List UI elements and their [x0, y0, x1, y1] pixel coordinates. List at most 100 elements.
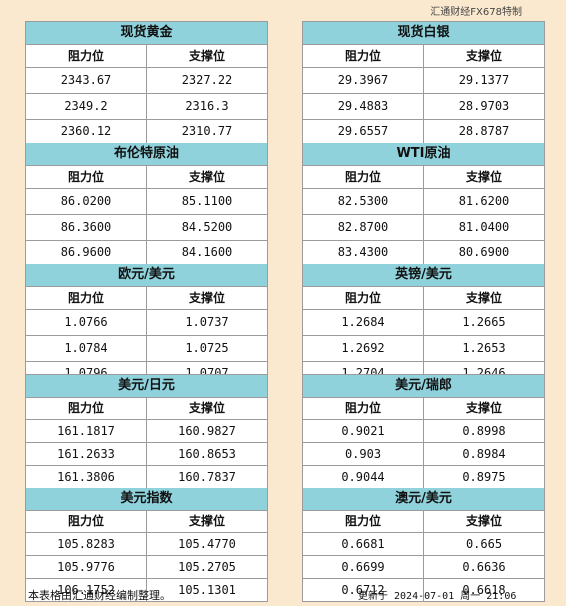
block-title: 现货白银 [303, 22, 544, 45]
watermark: 汇通财经FX678特制 [430, 7, 522, 18]
support-value: 105.4770 [146, 533, 267, 555]
quote-block: 欧元/美元 阻力位 支撑位 1.0766 1.0737 1.0784 1.0725 1.079… [26, 264, 267, 385]
header-row: 阻力位 支撑位 [26, 511, 267, 533]
quote-block: 英镑/美元 阻力位 支撑位 1.2684 1.2665 1.2692 1.2653 1.270… [303, 264, 544, 385]
resistance-value: 0.903 [344, 447, 382, 461]
support-value: 0.6618 [423, 579, 544, 601]
support-value: 84.5200 [146, 215, 267, 240]
support-header: 支撑位 [423, 166, 544, 188]
resistance-value: 29.3967 [337, 73, 389, 87]
resistance-value: 1.2684 [341, 315, 385, 329]
table-row: 83.4300 80.6900 [303, 241, 544, 264]
table-row: 0.9044 0.8975 [303, 466, 544, 488]
support-value: 81.6200 [423, 189, 544, 214]
header-row: 阻力位 支撑位 [26, 398, 267, 420]
support-value: 160.9827 [146, 420, 267, 442]
table-row: 86.0200 85.1100 [26, 189, 267, 215]
resistance-value: 2360.12 [60, 124, 112, 138]
quote-block: 布伦特原油 阻力位 支撑位 86.0200 85.1100 86.3600 84.5200 8… [26, 143, 267, 264]
table-row: 1.0766 1.0737 [26, 310, 267, 336]
support-value: 2327.22 [146, 68, 267, 93]
right-panel-top: 现货白银 阻力位 支撑位 29.3967 29.1377 29.4883 28.9703 29… [302, 21, 545, 386]
resistance-value: 105.8283 [57, 537, 115, 551]
table-row: 161.2633 160.8653 [26, 443, 267, 466]
left-panel-top: 现货黄金 阻力位 支撑位 2343.67 2327.22 2349.2 2316.3 2360… [25, 21, 268, 386]
support-value: 2316.3 [146, 94, 267, 119]
table-row: 82.8700 81.0400 [303, 215, 544, 241]
support-value: 80.6900 [423, 241, 544, 264]
support-value: 81.0400 [423, 215, 544, 240]
resistance-header: 阻力位 [344, 514, 381, 528]
table-row: 161.3806 160.7837 [26, 466, 267, 488]
table-row: 106.1752 105.1301 [26, 579, 267, 601]
table-row: 2343.67 2327.22 [26, 68, 267, 94]
support-value: 0.8975 [423, 466, 544, 488]
support-value: 0.665 [423, 533, 544, 555]
support-value: 1.0725 [146, 336, 267, 361]
resistance-value: 161.3806 [57, 470, 115, 484]
resistance-value: 2343.67 [60, 73, 112, 87]
table-row: 29.4883 28.9703 [303, 94, 544, 120]
update-timestamp: 更新于 2024-07-01 周一 21:06 [358, 591, 517, 602]
table-row: 29.3967 29.1377 [303, 68, 544, 94]
header-row: 阻力位 支撑位 [303, 511, 544, 533]
support-value: 0.8998 [423, 420, 544, 442]
quote-block: 美元指数 阻力位 支撑位 105.8283 105.4770 105.9776 105.27… [26, 488, 267, 601]
quote-block: 美元/日元 阻力位 支撑位 161.1817 160.9827 161.2633 160.8… [26, 375, 267, 488]
resistance-value: 86.9600 [60, 245, 112, 259]
header-row: 阻力位 支撑位 [303, 398, 544, 420]
resistance-value: 82.5300 [337, 194, 389, 208]
support-value: 28.9703 [423, 94, 544, 119]
header-row: 阻力位 支撑位 [303, 287, 544, 310]
footer-note: 本表格由汇通财经编制整理。 [28, 589, 171, 602]
resistance-value: 105.9776 [57, 560, 115, 574]
resistance-value: 1.2692 [341, 341, 385, 355]
table-row: 0.9021 0.8998 [303, 420, 544, 443]
support-header: 支撑位 [423, 45, 544, 67]
resistance-value: 86.3600 [60, 220, 112, 234]
right-panel-bottom: 美元/瑞郎 阻力位 支撑位 0.9021 0.8998 0.903 0.8984 0.9044… [302, 374, 545, 602]
resistance-value: 86.0200 [60, 194, 112, 208]
table-row: 1.0784 1.0725 [26, 336, 267, 362]
support-header: 支撑位 [423, 398, 544, 419]
table-row: 1.2692 1.2653 [303, 336, 544, 362]
resistance-header: 阻力位 [67, 170, 104, 184]
resistance-value: 83.4300 [337, 245, 389, 259]
quote-block: 现货黄金 阻力位 支撑位 2343.67 2327.22 2349.2 2316.3 2360… [26, 22, 267, 143]
support-value: 105.2705 [146, 556, 267, 578]
block-title: 美元指数 [26, 488, 267, 511]
resistance-value: 1.0784 [64, 341, 108, 355]
resistance-header: 阻力位 [67, 514, 104, 528]
resistance-value: 0.9044 [341, 470, 385, 484]
resistance-value: 82.8700 [337, 220, 389, 234]
resistance-header: 阻力位 [67, 291, 104, 305]
support-header: 支撑位 [146, 45, 267, 67]
header-row: 阻力位 支撑位 [303, 45, 544, 68]
block-title: 现货黄金 [26, 22, 267, 45]
resistance-value: 29.6557 [337, 124, 389, 138]
quote-block: 美元/瑞郎 阻力位 支撑位 0.9021 0.8998 0.903 0.8984 0.9044… [303, 375, 544, 488]
support-header: 支撑位 [146, 287, 267, 309]
block-title: 美元/日元 [26, 375, 267, 398]
resistance-header: 阻力位 [344, 170, 381, 184]
table-row: 0.903 0.8984 [303, 443, 544, 466]
quote-block: 澳元/美元 阻力位 支撑位 0.6681 0.665 0.6699 0.6636 0.6712… [303, 488, 544, 601]
support-value: 28.8787 [423, 120, 544, 143]
header-row: 阻力位 支撑位 [303, 166, 544, 189]
support-header: 支撑位 [146, 166, 267, 188]
support-value: 29.1377 [423, 68, 544, 93]
resistance-value: 1.0766 [64, 315, 108, 329]
support-value: 1.0737 [146, 310, 267, 335]
support-value: 84.1600 [146, 241, 267, 264]
table-row: 0.6681 0.665 [303, 533, 544, 556]
support-header: 支撑位 [146, 398, 267, 419]
support-value: 85.1100 [146, 189, 267, 214]
support-value: 1.2653 [423, 336, 544, 361]
resistance-value: 106.1752 [57, 583, 115, 597]
support-value: 0.6636 [423, 556, 544, 578]
resistance-value: 2349.2 [64, 99, 108, 113]
quote-block: 现货白银 阻力位 支撑位 29.3967 29.1377 29.4883 28.9703 29… [303, 22, 544, 143]
resistance-value: 0.9021 [341, 424, 385, 438]
support-header: 支撑位 [423, 511, 544, 532]
block-title: 美元/瑞郎 [303, 375, 544, 398]
